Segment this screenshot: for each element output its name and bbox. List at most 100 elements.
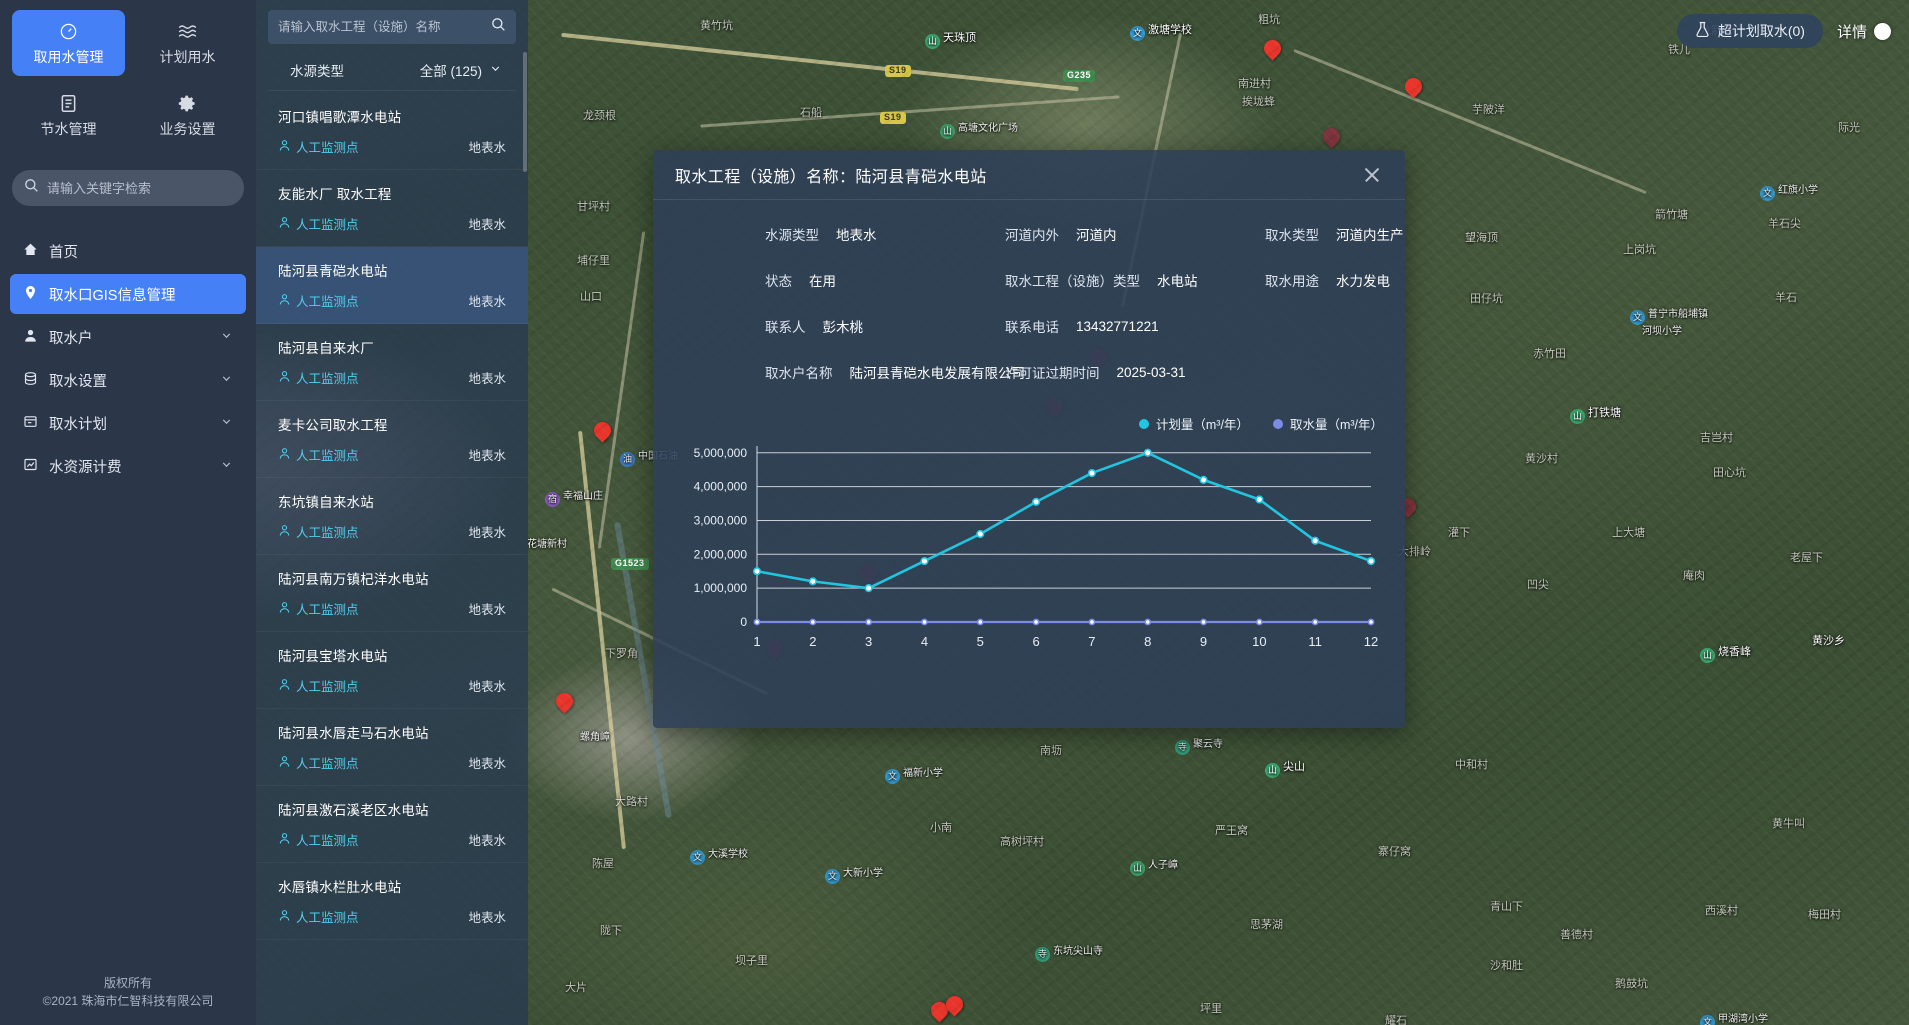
- list-item[interactable]: 陆河县激石溪老区水电站 人工监测点 地表水: [256, 786, 528, 863]
- monitor-type: 人工监测点: [278, 830, 359, 849]
- map-label: 大片: [565, 979, 587, 995]
- list-item[interactable]: 东坑镇自来水站 人工监测点 地表水: [256, 478, 528, 555]
- search-icon[interactable]: [491, 17, 506, 37]
- list-item[interactable]: 水唇镇水栏肚水电站 人工监测点 地表水: [256, 863, 528, 940]
- monitor-type: 人工监测点: [278, 599, 359, 618]
- chart-data-point[interactable]: [753, 618, 761, 626]
- plan-vs-actual-line-chart: 0 1,000,000 2,000,000 3,000,000 4,000,000 5,0…: [694, 446, 1379, 649]
- map-label: 赤竹田: [1533, 345, 1566, 361]
- map-label-text: 黄竹坑: [700, 20, 733, 32]
- chart-data-point[interactable]: [1032, 618, 1040, 626]
- chart-data-point[interactable]: [1367, 618, 1375, 626]
- list-item[interactable]: 陆河县宝塔水电站 人工监测点 地表水: [256, 632, 528, 709]
- toggle-knob-icon[interactable]: [1874, 22, 1891, 40]
- source-type: 地表水: [468, 295, 506, 309]
- module-button-business-settings[interactable]: 业务设置: [131, 82, 244, 148]
- chart-data-point[interactable]: [1144, 618, 1152, 626]
- park-marker-icon: 山: [1130, 861, 1145, 876]
- list-item[interactable]: 陆河县青硙水电站 人工监测点 地表水: [256, 247, 528, 324]
- over-plan-button[interactable]: 超计划取水(0): [1676, 14, 1823, 48]
- sidebar-item-water-user[interactable]: 取水户: [10, 317, 246, 357]
- list-item[interactable]: 麦卡公司取水工程 人工监测点 地表水: [256, 401, 528, 478]
- chart-legend: 计划量（m³/年） 取水量（m³/年）: [1138, 414, 1383, 433]
- waves-icon: [135, 22, 240, 41]
- chart-data-point[interactable]: [865, 618, 873, 626]
- map-label-text: 庵肉: [1683, 570, 1705, 582]
- chevron-down-icon[interactable]: [489, 62, 502, 78]
- legend-item[interactable]: 计划量（m³/年）: [1138, 414, 1249, 433]
- list-item[interactable]: 陆河县水唇走马石水电站 人工监测点 地表水: [256, 709, 528, 786]
- map-pin-marker[interactable]: [1401, 74, 1426, 99]
- module-button-plan-water[interactable]: 计划用水: [131, 10, 244, 76]
- chart-data-point[interactable]: [808, 577, 817, 586]
- chart-data-point[interactable]: [1088, 618, 1096, 626]
- map-label: 文红旗小学: [1760, 181, 1818, 201]
- map-label: 羊石: [1775, 289, 1797, 305]
- list-item[interactable]: 河口镇唱歌潭水电站 人工监测点 地表水: [256, 93, 528, 170]
- map-pin-marker[interactable]: [590, 418, 615, 443]
- chart-data-point[interactable]: [1311, 536, 1320, 545]
- map-label: 吉岂村: [1700, 429, 1733, 445]
- detail-toggle[interactable]: 详情: [1837, 21, 1891, 42]
- list-item[interactable]: 陆河县南万镇杞洋水电站 人工监测点 地表水: [256, 555, 528, 632]
- legend-item[interactable]: 取水量（m³/年）: [1272, 414, 1383, 433]
- sidebar-item-water-settings[interactable]: 取水设置: [10, 360, 246, 400]
- map-label-text: 花塘新村: [527, 539, 567, 550]
- user-icon: [278, 909, 291, 925]
- chart-data-point[interactable]: [976, 618, 984, 626]
- facility-search-input[interactable]: [278, 20, 485, 34]
- sidebar-search[interactable]: [12, 170, 244, 207]
- map-label: 文福新小学: [885, 764, 943, 784]
- chart-data-point[interactable]: [1255, 618, 1263, 626]
- chart-data-point[interactable]: [1087, 468, 1097, 478]
- facility-list[interactable]: 河口镇唱歌潭水电站 人工监测点 地表水 友能水厂 取水工程 人工监测点 地表水 陆河县青硙水…: [256, 91, 528, 1025]
- chart-data-point[interactable]: [1311, 618, 1319, 626]
- source-type-filter[interactable]: 水源类型 全部 (125): [268, 56, 516, 91]
- chart-data-point[interactable]: [809, 618, 817, 626]
- info-row: 联系人 彭木桃 联系电话 13432771221: [675, 314, 1387, 338]
- map-label-text: 赤竹田: [1533, 348, 1566, 360]
- chart-data-point[interactable]: [1255, 495, 1264, 504]
- facility-search[interactable]: [268, 10, 516, 44]
- map-label-text: 高树坪村: [1000, 836, 1044, 848]
- sidebar-item-water-billing[interactable]: 水资源计费: [10, 446, 246, 486]
- sidebar-item-water-plan[interactable]: 取水计划: [10, 403, 246, 443]
- map-label: 灌下: [1448, 524, 1470, 540]
- map-label-text: 聚云寺: [1193, 739, 1223, 750]
- close-icon[interactable]: [1359, 162, 1385, 188]
- module-button-water-saving[interactable]: 节水管理: [12, 82, 125, 148]
- sidebar-item-gis[interactable]: 取水口GIS信息管理: [10, 274, 246, 315]
- module-button-water-use[interactable]: 取用水管理: [12, 10, 125, 77]
- map-pin-marker[interactable]: [1260, 36, 1285, 61]
- chart-data-point[interactable]: [864, 584, 873, 593]
- monitor-label: 人工监测点: [296, 526, 359, 540]
- field-value: 彭木桃: [822, 320, 864, 335]
- map-label-text: 芋陂洋: [1472, 104, 1505, 116]
- chart-data-point[interactable]: [920, 556, 929, 566]
- chart-data-point[interactable]: [1031, 497, 1041, 506]
- sidebar-item-home[interactable]: 首页: [10, 231, 246, 271]
- map-pin-marker[interactable]: [927, 998, 952, 1023]
- map-label-text: 西溪村: [1705, 905, 1738, 917]
- source-type: 地表水: [468, 834, 506, 848]
- chart-data-point[interactable]: [921, 618, 928, 626]
- chart-data-point[interactable]: [752, 567, 762, 576]
- x-axis-tick-label: 2: [809, 634, 816, 649]
- chart-data-point[interactable]: [1200, 618, 1207, 626]
- search-input[interactable]: [47, 180, 232, 196]
- map-pin-marker[interactable]: [552, 689, 577, 714]
- chart-data-point[interactable]: [976, 529, 985, 539]
- chart-data-point[interactable]: [1143, 448, 1152, 457]
- list-scrollbar[interactable]: [523, 52, 527, 172]
- field-label: 水源类型: [765, 228, 819, 243]
- info-field: 联系电话 13432771221: [1005, 316, 1159, 336]
- map-pin-marker[interactable]: [1319, 124, 1344, 149]
- map-pin-marker[interactable]: [942, 992, 967, 1017]
- chart-data-point[interactable]: [1366, 556, 1376, 566]
- module-label: 计划用水: [159, 49, 216, 65]
- chart-data-point[interactable]: [1199, 475, 1208, 484]
- map-label: 下罗角: [605, 645, 638, 661]
- list-item[interactable]: 陆河县自来水厂 人工监测点 地表水: [256, 324, 528, 401]
- park-marker-icon: 山: [940, 124, 955, 139]
- list-item[interactable]: 友能水厂 取水工程 人工监测点 地表水: [256, 170, 528, 247]
